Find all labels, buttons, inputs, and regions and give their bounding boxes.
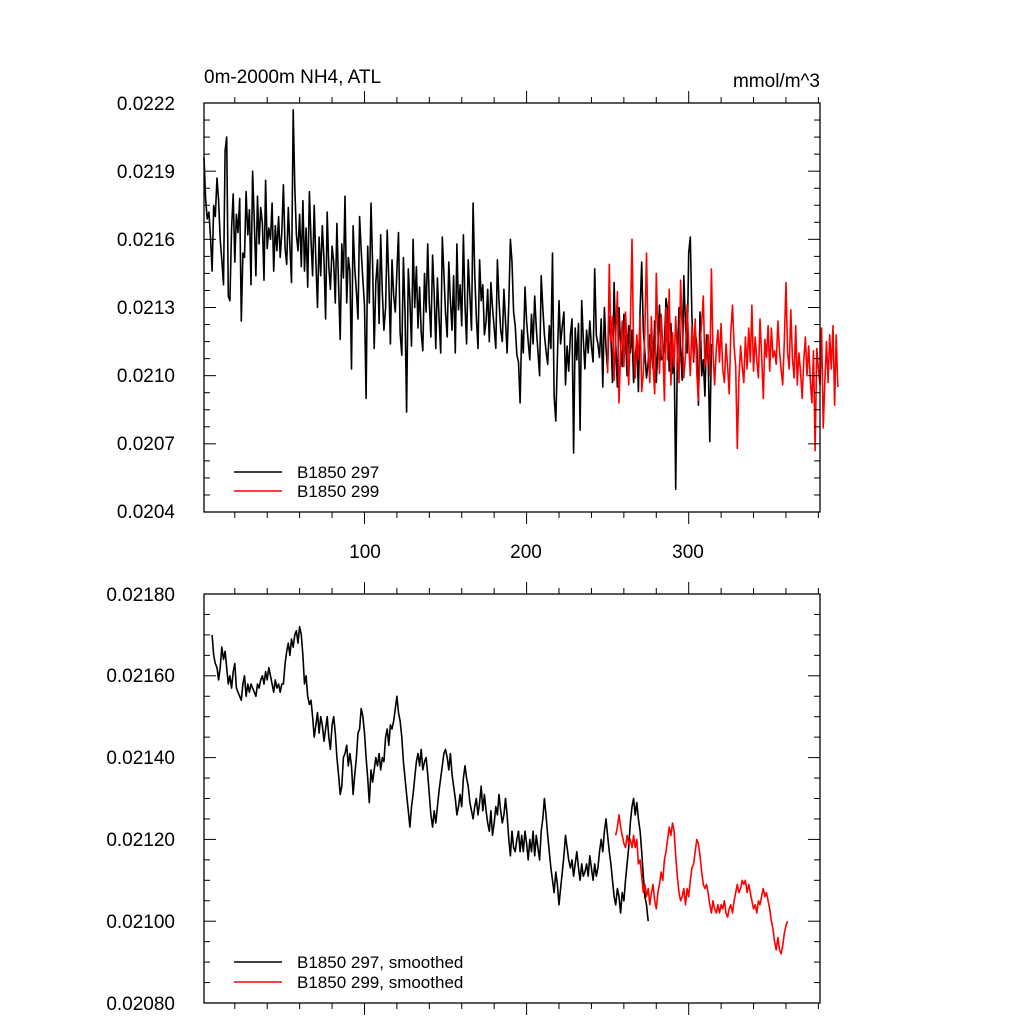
y-tick-label: 0.02080 (106, 994, 175, 1015)
y-tick-labels: 0.0204 0.0207 0.0210 0.0213 0.0216 0.021… (117, 94, 176, 523)
legend-label-series-1: B1850 297 (297, 463, 379, 482)
plot-frame (203, 593, 821, 1004)
legend-label-series-2: B1850 299, smoothed (297, 973, 463, 992)
legend-label-series-2: B1850 299 (297, 482, 379, 501)
y-tick-label: 0.0213 (117, 298, 175, 319)
series-lines (211, 625, 789, 955)
y-tick-label: 0.02100 (106, 912, 175, 933)
plot-frame (203, 102, 821, 513)
chart-bottom: 0.02080 0.02100 0.02120 0.02140 0.02160 … (106, 582, 821, 1015)
y-tick-label: 0.0219 (117, 162, 175, 183)
y-tick-labels: 0.02080 0.02100 0.02120 0.02140 0.02160 … (106, 585, 175, 1015)
x-tick-label: 100 (349, 542, 381, 563)
legend-label-series-1: B1850 297, smoothed (297, 953, 463, 972)
chart-units: mmol/m^3 (733, 71, 820, 92)
series-line-2 (606, 238, 839, 452)
x-tick-label: 200 (510, 542, 542, 563)
chart-title: 0m-2000m NH4, ATL (204, 67, 381, 88)
legend: B1850 297 B1850 299 (234, 463, 379, 501)
legend: B1850 297, smoothed B1850 299, smoothed (234, 953, 463, 992)
y-tick-label: 0.0216 (117, 230, 175, 251)
y-tick-label: 0.02180 (106, 585, 175, 606)
axis-ticks (204, 91, 820, 524)
axis-ticks (204, 582, 820, 1015)
y-tick-label: 0.0207 (117, 434, 175, 455)
y-tick-label: 0.02140 (106, 748, 175, 769)
series-line-1 (203, 109, 713, 491)
y-tick-label: 0.02160 (106, 666, 175, 687)
x-tick-labels: 100 200 300 (349, 542, 704, 563)
series-line-2 (614, 814, 789, 955)
x-tick-label: 300 (672, 542, 704, 563)
series-lines (203, 109, 839, 491)
y-tick-label: 0.02120 (106, 830, 175, 851)
y-tick-label: 0.0210 (117, 366, 175, 387)
y-tick-label: 0.0222 (117, 94, 175, 115)
y-tick-label: 0.0204 (117, 502, 176, 523)
series-line-1 (211, 625, 649, 922)
chart-top: 0m-2000m NH4, ATL mmol/m^3 0.0204 0.0207… (117, 67, 839, 563)
